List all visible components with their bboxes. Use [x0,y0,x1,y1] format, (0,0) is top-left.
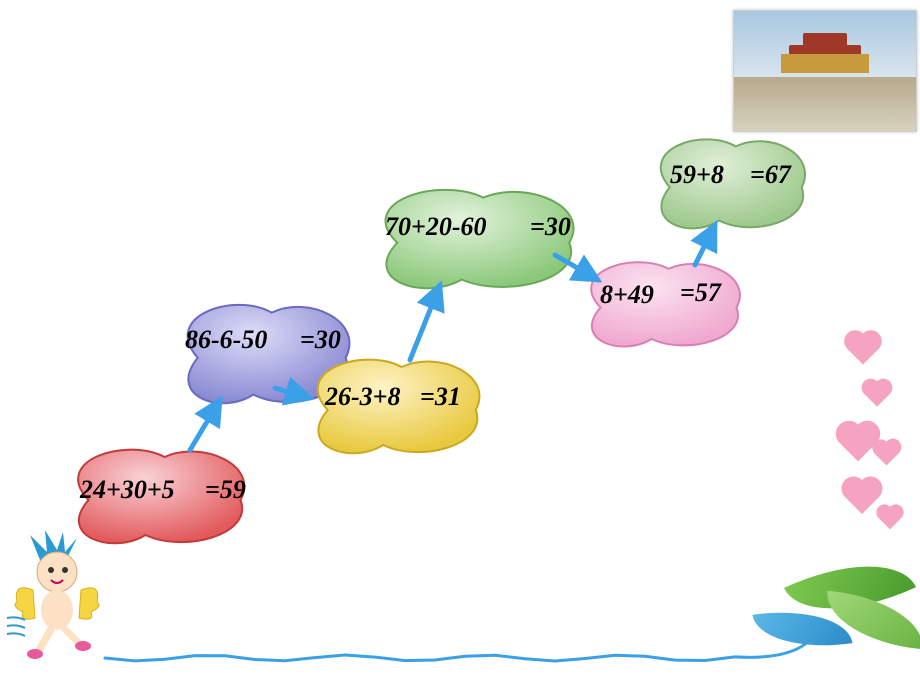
result-blob1: =59 [205,475,246,505]
expr-blob6: 59+8 [670,160,724,190]
arrow-4 [695,225,715,265]
expr-blob1: 24+30+5 [80,475,175,505]
result-blob5: =57 [680,278,721,308]
diagram-canvas: 24+30+5 =59 86-6-50 =30 26-3+8 =31 70+20-60 =30… [0,0,920,690]
result-blob4: =30 [530,212,571,242]
expr-blob2: 86-6-50 [185,325,267,355]
expr-blob4: 70+20-60 [385,212,486,242]
result-blob3: =31 [420,382,461,412]
result-blob6: =67 [750,160,791,190]
arrow-2 [410,285,440,360]
expr-blob3: 26-3+8 [325,382,400,412]
svg-layer [0,0,920,690]
character-running-kid [5,530,115,670]
expr-blob5: 8+49 [600,280,654,310]
result-blob2: =30 [300,325,341,355]
arrow-0 [190,400,220,450]
